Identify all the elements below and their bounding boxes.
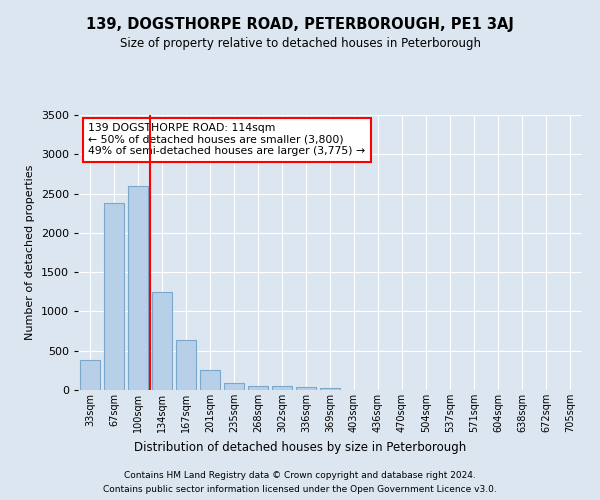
Text: 139 DOGSTHORPE ROAD: 114sqm
← 50% of detached houses are smaller (3,800)
49% of : 139 DOGSTHORPE ROAD: 114sqm ← 50% of det… — [88, 123, 365, 156]
Bar — [272, 386, 292, 390]
Bar — [248, 386, 268, 390]
Bar — [104, 203, 124, 390]
Y-axis label: Number of detached properties: Number of detached properties — [25, 165, 35, 340]
Bar — [224, 383, 244, 390]
Bar — [320, 388, 340, 390]
Bar — [80, 360, 100, 390]
Bar — [128, 186, 148, 390]
Text: Size of property relative to detached houses in Peterborough: Size of property relative to detached ho… — [119, 38, 481, 51]
Bar — [176, 340, 196, 390]
Text: 139, DOGSTHORPE ROAD, PETERBOROUGH, PE1 3AJ: 139, DOGSTHORPE ROAD, PETERBOROUGH, PE1 … — [86, 18, 514, 32]
Bar — [296, 387, 316, 390]
Text: Contains public sector information licensed under the Open Government Licence v3: Contains public sector information licen… — [103, 484, 497, 494]
Bar — [152, 292, 172, 390]
Text: Contains HM Land Registry data © Crown copyright and database right 2024.: Contains HM Land Registry data © Crown c… — [124, 472, 476, 480]
Bar — [200, 370, 220, 390]
Text: Distribution of detached houses by size in Peterborough: Distribution of detached houses by size … — [134, 441, 466, 454]
